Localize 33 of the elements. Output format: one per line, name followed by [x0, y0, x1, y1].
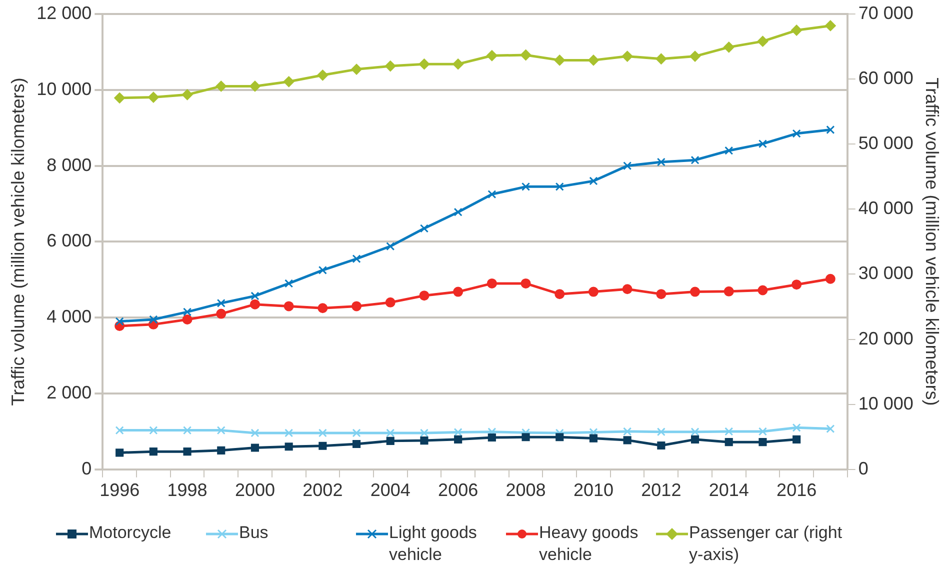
x-tick-label: 1996 — [100, 480, 140, 500]
x-tick-label: 2016 — [776, 480, 817, 500]
y-tick-label: 2 000 — [46, 382, 92, 402]
y-tick-label: 8 000 — [46, 154, 92, 175]
y-tick-label: 10 000 — [36, 78, 92, 99]
x-tick-label: 2008 — [506, 480, 546, 500]
x-tick-label: 1998 — [167, 480, 208, 500]
y2-tick-label: 50 000 — [858, 133, 914, 154]
legend-label: Motorcycle — [89, 522, 172, 544]
y-tick-label: 12 000 — [36, 2, 92, 23]
x-tick-label: 2000 — [234, 480, 275, 500]
y-tick-label: 0 — [82, 458, 92, 478]
x-tick-label: 2004 — [370, 480, 410, 500]
y-axis-title: Traffic volume (million vehicle kilometers) — [8, 78, 28, 406]
x-tick-label: 2002 — [302, 480, 343, 500]
y2-axis-title: Traffic volume (million vehicle kilometers) — [922, 78, 942, 406]
x-tick-label: 2006 — [438, 480, 478, 500]
y2-tick-label: 10 000 — [858, 393, 914, 414]
x-tick-label: 2012 — [641, 480, 682, 500]
y2-tick-label: 0 — [858, 458, 868, 478]
y2-tick-label: 60 000 — [858, 68, 914, 88]
y2-tick-label: 30 000 — [858, 263, 914, 284]
y-tick-label: 4 000 — [46, 306, 92, 327]
y2-tick-label: 20 000 — [858, 328, 914, 348]
y2-tick-label: 70 000 — [858, 2, 914, 23]
legend-label: Light goods vehicle — [389, 522, 478, 566]
x-tick-label: 2010 — [573, 480, 614, 500]
y2-tick-label: 40 000 — [858, 198, 914, 218]
x-tick-label: 2014 — [708, 480, 749, 500]
legend-label: Heavy goods vehicle — [539, 522, 640, 566]
y-tick-label: 6 000 — [46, 230, 92, 251]
legend-label: Bus — [239, 522, 268, 544]
legend-label: Passenger car (right y-axis) — [689, 522, 844, 566]
